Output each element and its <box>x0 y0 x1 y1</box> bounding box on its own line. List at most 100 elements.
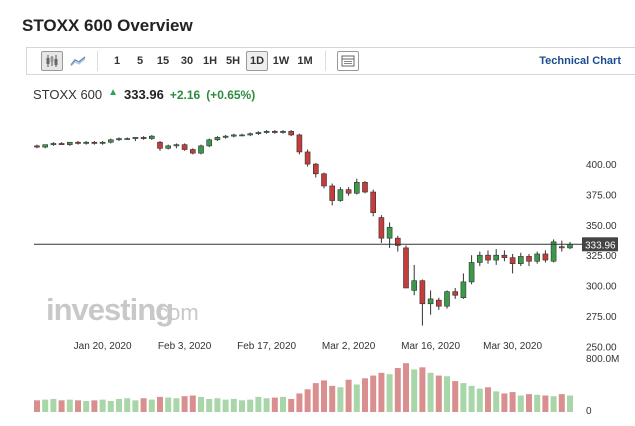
volume-bar <box>378 372 385 412</box>
volume-axis-max-label: 800.0M <box>586 354 619 365</box>
candle <box>149 134 155 140</box>
volume-bar <box>91 400 98 412</box>
candle <box>558 240 565 252</box>
x-tick-label: Feb 3, 2020 <box>158 341 212 352</box>
candle-body <box>165 145 171 149</box>
candle-body <box>99 141 106 144</box>
timeframe-1w[interactable]: 1W <box>272 55 290 67</box>
candle <box>550 239 557 263</box>
area-chart-icon[interactable] <box>67 51 89 71</box>
timeframe-1m[interactable]: 1M <box>297 55 313 67</box>
timeframe-1h[interactable]: 1H <box>202 55 218 67</box>
volume-bar <box>403 363 409 412</box>
candle <box>165 144 171 150</box>
candle-body <box>337 189 344 201</box>
volume-bar <box>173 398 180 412</box>
candle <box>362 181 368 194</box>
candle-body <box>132 137 139 139</box>
volume-bar <box>107 401 114 412</box>
price-change-percent: (+0.65%) <box>206 88 256 102</box>
candle-body <box>542 253 549 261</box>
candle-body <box>435 299 442 307</box>
volume-bar <box>353 384 360 412</box>
table-icon[interactable] <box>337 51 359 71</box>
technical-chart-link[interactable]: Technical Chart <box>539 55 621 67</box>
price-change: +2.16 <box>169 88 201 102</box>
volume-bar <box>452 381 459 412</box>
volume-bar <box>255 396 262 412</box>
candle <box>386 222 393 248</box>
volume-bar <box>542 395 549 412</box>
candle <box>370 189 377 217</box>
candle-body <box>329 185 336 201</box>
candle-body <box>427 298 434 305</box>
timeframe-5[interactable]: 5 <box>136 55 144 67</box>
volume-bar <box>304 389 311 412</box>
candle <box>312 162 319 178</box>
candle <box>157 141 163 151</box>
candle <box>345 187 352 196</box>
volume-bar <box>230 398 237 412</box>
volume-bar <box>517 395 524 412</box>
timeframe-1[interactable]: 1 <box>113 55 121 67</box>
candle-body <box>157 141 163 149</box>
candle-body <box>558 246 565 249</box>
volume-bar <box>394 368 401 412</box>
candle <box>329 183 336 206</box>
candle-body <box>493 254 500 261</box>
candle-body <box>567 243 573 249</box>
candle <box>99 141 106 145</box>
candle <box>271 130 278 134</box>
candle-body <box>353 182 360 194</box>
candlestick-icon[interactable] <box>41 51 63 71</box>
volume-bar <box>296 393 303 412</box>
candle <box>534 251 541 264</box>
candle <box>263 130 270 134</box>
candle <box>75 141 81 145</box>
candle <box>427 290 434 315</box>
volume-bar <box>124 398 131 412</box>
candle-body <box>312 163 319 175</box>
candle-body <box>231 134 237 137</box>
candle <box>485 250 491 264</box>
candle-body <box>124 138 130 140</box>
x-tick-label: Mar 16, 2020 <box>401 341 460 352</box>
volume-bar <box>140 398 147 412</box>
candle-body <box>550 241 557 262</box>
candle <box>198 144 204 155</box>
volume-bar <box>337 387 344 412</box>
timeframe-5h[interactable]: 5H <box>225 55 241 67</box>
candle <box>280 130 286 134</box>
timeframe-15[interactable]: 15 <box>156 55 170 67</box>
volume-bar <box>501 393 508 412</box>
y-tick-label: 275.00 <box>586 312 617 323</box>
candle <box>140 136 147 140</box>
candle-body <box>296 134 303 153</box>
chart-toolbar: 1 5 15 30 1H 5H 1D 1W 1M Technical Chart <box>26 47 635 75</box>
candle-body <box>460 281 467 298</box>
volume-bar <box>312 383 319 412</box>
volume-bar <box>50 398 57 412</box>
last-price: 333.96 <box>124 87 164 102</box>
x-axis: Jan 20, 2020 Feb 3, 2020 Feb 17, 2020 Mar 2… <box>74 341 543 352</box>
candle-body <box>304 151 311 165</box>
timeframe-30[interactable]: 30 <box>180 55 194 67</box>
candle-body <box>517 256 524 264</box>
volume-bar <box>222 399 229 412</box>
volume-bar <box>271 397 278 412</box>
volume-bar <box>321 380 327 412</box>
volume-bar <box>99 399 106 412</box>
candle-body <box>403 247 409 289</box>
candle <box>190 148 196 155</box>
candle <box>288 130 295 137</box>
candle <box>394 235 401 252</box>
candles-layer <box>34 130 573 326</box>
volume-layer: 800.0M 0 <box>34 354 619 417</box>
y-tick-label: 300.00 <box>586 282 617 293</box>
volume-bar <box>362 378 368 412</box>
watermark-text-main: investing <box>46 292 173 327</box>
timeframe-1d[interactable]: 1D <box>246 51 268 71</box>
candle <box>247 132 253 137</box>
volume-bar <box>239 400 245 412</box>
x-tick-label: Feb 17, 2020 <box>237 341 296 352</box>
